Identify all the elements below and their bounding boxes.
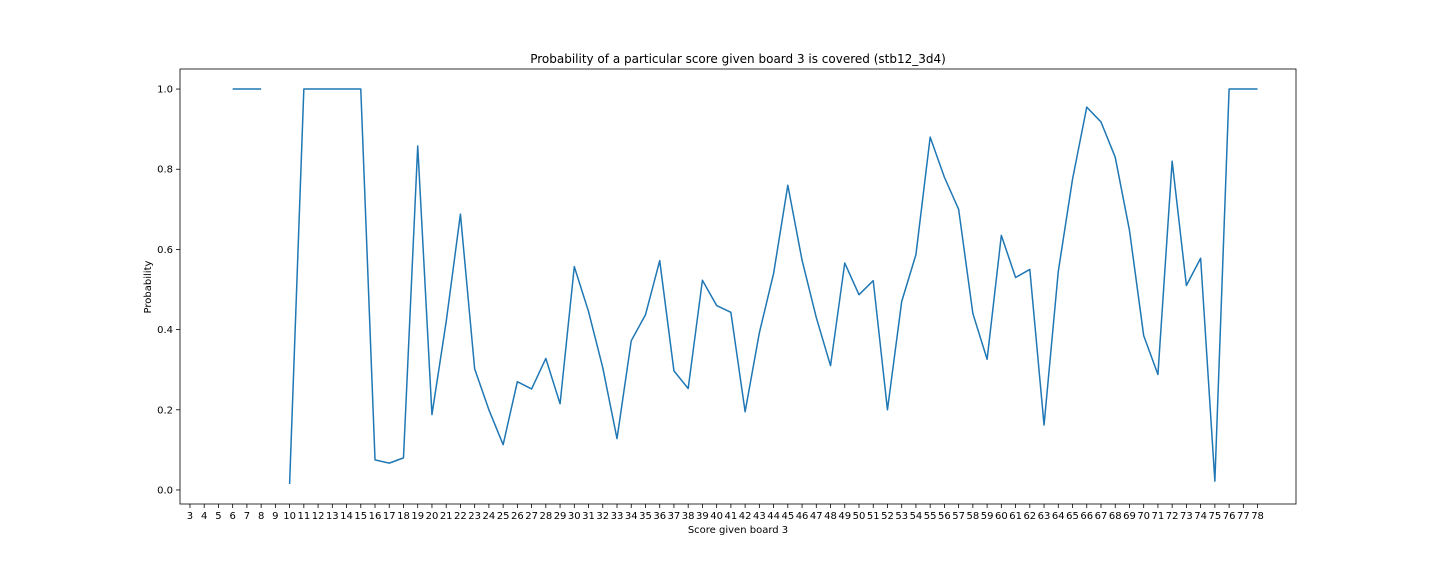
x-tick-label: 78 [1251,511,1264,522]
x-tick-label: 36 [653,511,666,522]
x-tick-label: 22 [454,511,467,522]
x-tick-label: 9 [272,511,278,522]
x-tick-label: 13 [326,511,339,522]
series-line [232,88,1258,484]
x-tick-label: 30 [568,511,581,522]
x-tick-label: 15 [354,511,367,522]
x-tick-label: 74 [1194,511,1207,522]
x-tick-label: 14 [340,511,353,522]
x-tick-label: 61 [1009,511,1022,522]
x-tick-label: 24 [483,511,496,522]
x-tick-label: 3 [187,511,193,522]
x-tick-label: 32 [596,511,609,522]
x-tick-label: 29 [554,511,567,522]
y-tick-label: 0.0 [157,485,173,496]
x-tick-label: 10 [283,511,296,522]
x-tick-label: 8 [258,511,264,522]
x-tick-label: 63 [1038,511,1051,522]
x-tick-label: 45 [781,511,794,522]
x-tick-label: 40 [710,511,723,522]
x-tick-label: 58 [967,511,980,522]
x-tick-label: 26 [511,511,524,522]
x-tick-label: 27 [525,511,538,522]
y-tick-label: 0.2 [157,405,173,416]
y-tick-label: 0.6 [157,245,173,256]
x-tick-label: 54 [910,511,923,522]
x-tick-label: 19 [411,511,424,522]
x-tick-label: 4 [201,511,207,522]
x-tick-label: 75 [1208,511,1221,522]
x-tick-label: 56 [938,511,951,522]
x-tick-label: 17 [383,511,396,522]
x-tick-label: 43 [753,511,766,522]
series-layer [232,88,1258,484]
x-tick-label: 68 [1109,511,1122,522]
x-tick-label: 71 [1152,511,1165,522]
x-tick-label: 18 [397,511,410,522]
y-tick-label: 0.4 [157,325,173,336]
x-axis-ticks: 3 4 5 6 7 8 9 10 11 12 13 14 15 16 17 18 19 20 21 22 23 24 25 2… [187,504,1264,522]
x-tick-label: 16 [369,511,382,522]
x-tick-label: 70 [1137,511,1150,522]
x-tick-label: 50 [853,511,866,522]
x-tick-label: 57 [952,511,965,522]
x-tick-label: 38 [682,511,695,522]
x-tick-label: 66 [1080,511,1093,522]
x-tick-label: 6 [229,511,235,522]
x-tick-label: 65 [1066,511,1079,522]
x-tick-label: 39 [696,511,709,522]
x-tick-label: 23 [468,511,481,522]
x-tick-label: 7 [244,511,250,522]
x-tick-label: 46 [796,511,809,522]
x-tick-label: 20 [426,511,439,522]
x-tick-label: 48 [824,511,837,522]
y-axis-ticks: 0.0 0.2 0.4 0.6 0.8 1.0 [157,85,180,496]
x-tick-label: 33 [611,511,624,522]
x-tick-label: 59 [981,511,994,522]
x-tick-label: 5 [215,511,221,522]
x-tick-label: 12 [312,511,325,522]
y-axis-label: Probability [143,260,154,313]
x-tick-label: 76 [1223,511,1236,522]
x-tick-label: 44 [767,511,780,522]
x-tick-label: 49 [838,511,851,522]
x-tick-label: 25 [497,511,510,522]
x-tick-label: 72 [1166,511,1179,522]
x-tick-label: 67 [1095,511,1108,522]
y-tick-label: 1.0 [157,85,173,96]
x-tick-label: 42 [739,511,752,522]
x-tick-label: 64 [1052,511,1065,522]
x-tick-label: 41 [725,511,738,522]
x-tick-label: 53 [895,511,908,522]
x-tick-label: 37 [668,511,681,522]
x-tick-label: 55 [924,511,937,522]
x-tick-label: 69 [1123,511,1136,522]
chart-title: Probability of a particular score given … [530,52,946,66]
x-tick-label: 34 [625,511,638,522]
x-tick-label: 21 [440,511,453,522]
x-tick-label: 11 [297,511,310,522]
x-tick-label: 31 [582,511,595,522]
x-tick-label: 35 [639,511,652,522]
x-tick-label: 51 [867,511,880,522]
x-tick-label: 73 [1180,511,1193,522]
x-tick-label: 60 [995,511,1008,522]
x-tick-label: 47 [810,511,823,522]
y-tick-label: 0.8 [157,165,173,176]
x-tick-label: 77 [1237,511,1250,522]
plot-frame [179,68,1297,505]
x-axis-label: Score given board 3 [688,525,788,536]
x-tick-label: 52 [881,511,894,522]
x-tick-label: 28 [539,511,552,522]
x-tick-label: 62 [1023,511,1036,522]
